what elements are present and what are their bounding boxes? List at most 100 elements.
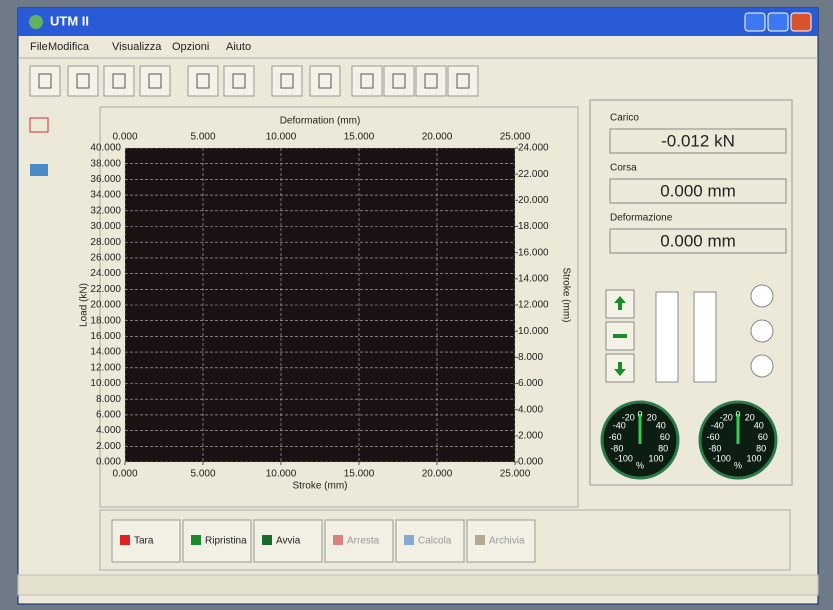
y-axis-title: Load (kN) — [79, 283, 90, 327]
x-tick-label: 20.000 — [422, 469, 453, 480]
toolbar-button[interactable] — [104, 66, 134, 96]
toolbar-button[interactable] — [188, 66, 218, 96]
toolbar-button[interactable] — [272, 66, 302, 96]
y-tick-label: 14.000 — [90, 347, 121, 358]
menu-item[interactable]: Opzioni — [172, 41, 209, 53]
x-tick-label: 0.000 — [112, 469, 137, 480]
y-tick-label: 20.000 — [90, 300, 121, 311]
x-tick-label: 10.000 — [266, 469, 297, 480]
x-tick-label: 25.000 — [500, 469, 531, 480]
maximize-button[interactable] — [768, 13, 788, 31]
y-tick-label: 10.000 — [90, 378, 121, 389]
y-tick-label: 16.000 — [90, 331, 121, 342]
gauge-label: 100 — [649, 454, 664, 464]
gauge-label: 100 — [747, 454, 762, 464]
menu-item[interactable]: Aiuto — [226, 41, 251, 53]
gauge-label: -60 — [707, 432, 720, 442]
toolbar-button[interactable] — [448, 66, 478, 96]
y2-tick-label: 20.000 — [518, 195, 549, 206]
readout-value: -0.012 kN — [661, 131, 735, 150]
button-icon — [404, 535, 414, 545]
toolbar-button[interactable] — [224, 66, 254, 96]
y-tick-label: 40.000 — [90, 143, 121, 154]
toolbar-button[interactable] — [68, 66, 98, 96]
x2-tick-label: 0.000 — [112, 132, 137, 143]
button-icon — [191, 535, 201, 545]
y-tick-label: 4.000 — [96, 425, 121, 436]
toolbar-button[interactable] — [384, 66, 414, 96]
readout-value: 0.000 mm — [660, 231, 736, 250]
button-label: Tara — [134, 536, 154, 547]
gauge-label: -20 — [622, 412, 635, 422]
y2-tick-label: 6.000 — [518, 378, 543, 389]
gauge-label: 80 — [658, 444, 668, 454]
gauge-label: -20 — [720, 412, 733, 422]
y-tick-label: 34.000 — [90, 190, 121, 201]
gauge-label: 60 — [660, 432, 670, 442]
x2-tick-label: 15.000 — [344, 132, 375, 143]
gauge-label: -80 — [708, 444, 721, 454]
y-tick-label: 6.000 — [96, 410, 121, 421]
y2-tick-label: 4.000 — [518, 404, 543, 415]
y2-tick-label: 8.000 — [518, 352, 543, 363]
y-tick-label: 32.000 — [90, 205, 121, 216]
button-label: Ripristina — [205, 536, 247, 547]
y2-axis-title: Stroke (mm) — [560, 268, 571, 323]
app-window: UTM II FileModificaVisualizzaOpzioniAiut… — [0, 0, 833, 610]
minimize-button[interactable] — [745, 13, 765, 31]
gauge-label: 40 — [656, 420, 666, 430]
toolbar-button[interactable] — [140, 66, 170, 96]
button-label: Avvia — [276, 536, 301, 547]
slider-2[interactable] — [694, 292, 716, 382]
y-tick-label: 36.000 — [90, 174, 121, 185]
sidebar-table-icon[interactable] — [30, 164, 48, 176]
gauge-label: 40 — [754, 420, 764, 430]
menu-item[interactable]: File — [30, 41, 48, 53]
indicator-3 — [751, 355, 773, 377]
page: UTM II FileModificaVisualizzaOpzioniAiut… — [0, 0, 833, 610]
y-tick-label: 30.000 — [90, 221, 121, 232]
x-tick-label: 15.000 — [344, 469, 375, 480]
y-tick-label: 24.000 — [90, 268, 121, 279]
app-icon — [29, 15, 43, 29]
toolbar-button[interactable] — [30, 66, 60, 96]
menu-item[interactable]: Visualizza — [112, 41, 162, 53]
y2-tick-label: 2.000 — [518, 430, 543, 441]
indicator-2 — [751, 320, 773, 342]
gauge-unit: % — [636, 460, 644, 470]
button-label: Calcola — [418, 536, 452, 547]
gauge-label: 60 — [758, 432, 768, 442]
y2-tick-label: 24.000 — [518, 143, 549, 154]
button-icon — [333, 535, 343, 545]
y-tick-label: 18.000 — [90, 315, 121, 326]
menu-item[interactable]: Modifica — [48, 41, 90, 53]
x2-axis-title: Deformation (mm) — [280, 116, 361, 127]
toolbar-button[interactable] — [352, 66, 382, 96]
title-bar — [18, 8, 818, 36]
x-tick-label: 5.000 — [190, 469, 215, 480]
gauge-label: -100 — [713, 454, 731, 464]
y-tick-label: 0.000 — [96, 457, 121, 468]
button-icon — [475, 535, 485, 545]
toolbar-button[interactable] — [310, 66, 340, 96]
toolbar-button[interactable] — [416, 66, 446, 96]
y-tick-label: 22.000 — [90, 284, 121, 295]
status-bar — [18, 575, 818, 595]
x2-tick-label: 20.000 — [422, 132, 453, 143]
y2-tick-label: 14.000 — [518, 273, 549, 284]
button-icon — [262, 535, 272, 545]
x2-tick-label: 5.000 — [190, 132, 215, 143]
readout-label: Corsa — [610, 163, 637, 174]
x-axis-title: Stroke (mm) — [293, 481, 348, 492]
y2-tick-label: 0.000 — [518, 457, 543, 468]
readout-label: Carico — [610, 113, 639, 124]
indicator-1 — [751, 285, 773, 307]
y-tick-label: 26.000 — [90, 253, 121, 264]
slider-1[interactable] — [656, 292, 678, 382]
gauge-label: -100 — [615, 454, 633, 464]
y2-tick-label: 22.000 — [518, 169, 549, 180]
button-icon — [120, 535, 130, 545]
close-button[interactable] — [791, 13, 811, 31]
gauge-label: -80 — [610, 444, 623, 454]
button-label: Archivia — [489, 536, 525, 547]
